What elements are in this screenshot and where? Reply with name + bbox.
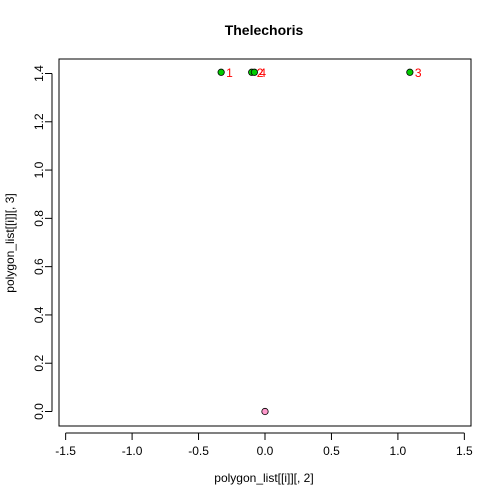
y-tick-label: 0.8 (32, 210, 46, 227)
x-axis-label: polygon_list[[i]][, 2] (214, 471, 313, 485)
x-tick-label: 1.5 (456, 444, 473, 458)
x-tick-label: -1.5 (55, 444, 76, 458)
y-tick-label: 0.2 (32, 355, 46, 372)
x-tick-label: -1.0 (122, 444, 143, 458)
y-tick-label: 1.4 (32, 65, 46, 82)
x-tick-label: 0.0 (257, 444, 274, 458)
point-label: 3 (415, 66, 422, 80)
x-tick-label: 0.5 (323, 444, 340, 458)
data-point (261, 407, 269, 416)
data-point (406, 68, 414, 76)
x-tick-label: 1.0 (390, 444, 407, 458)
y-tick-label: 1.2 (32, 113, 46, 130)
y-tick-label: 0.4 (32, 306, 46, 323)
chart-title: Thelechoris (225, 22, 304, 38)
data-point (217, 68, 225, 76)
point-label: 1 (226, 66, 233, 80)
point-label: 4 (259, 66, 266, 80)
plot-frame (58, 58, 472, 427)
data-point (250, 68, 258, 76)
x-tick-label: -0.5 (188, 444, 209, 458)
y-tick-label: 1.0 (32, 161, 46, 178)
data-points: 1 24 3 (217, 66, 422, 416)
x-axis: -1.5 -1.0 -0.5 0.0 0.5 1.0 1.5 (55, 432, 473, 458)
y-tick-label: 0.6 (32, 258, 46, 275)
y-axis-label: polygon_list[[i]][, 3] (3, 193, 17, 292)
point-label: 2 (257, 66, 264, 80)
y-tick-label: 0.0 (32, 403, 46, 420)
y-axis: 0.0 0.2 0.4 0.6 0.8 1.0 1.2 1.4 (32, 65, 53, 420)
